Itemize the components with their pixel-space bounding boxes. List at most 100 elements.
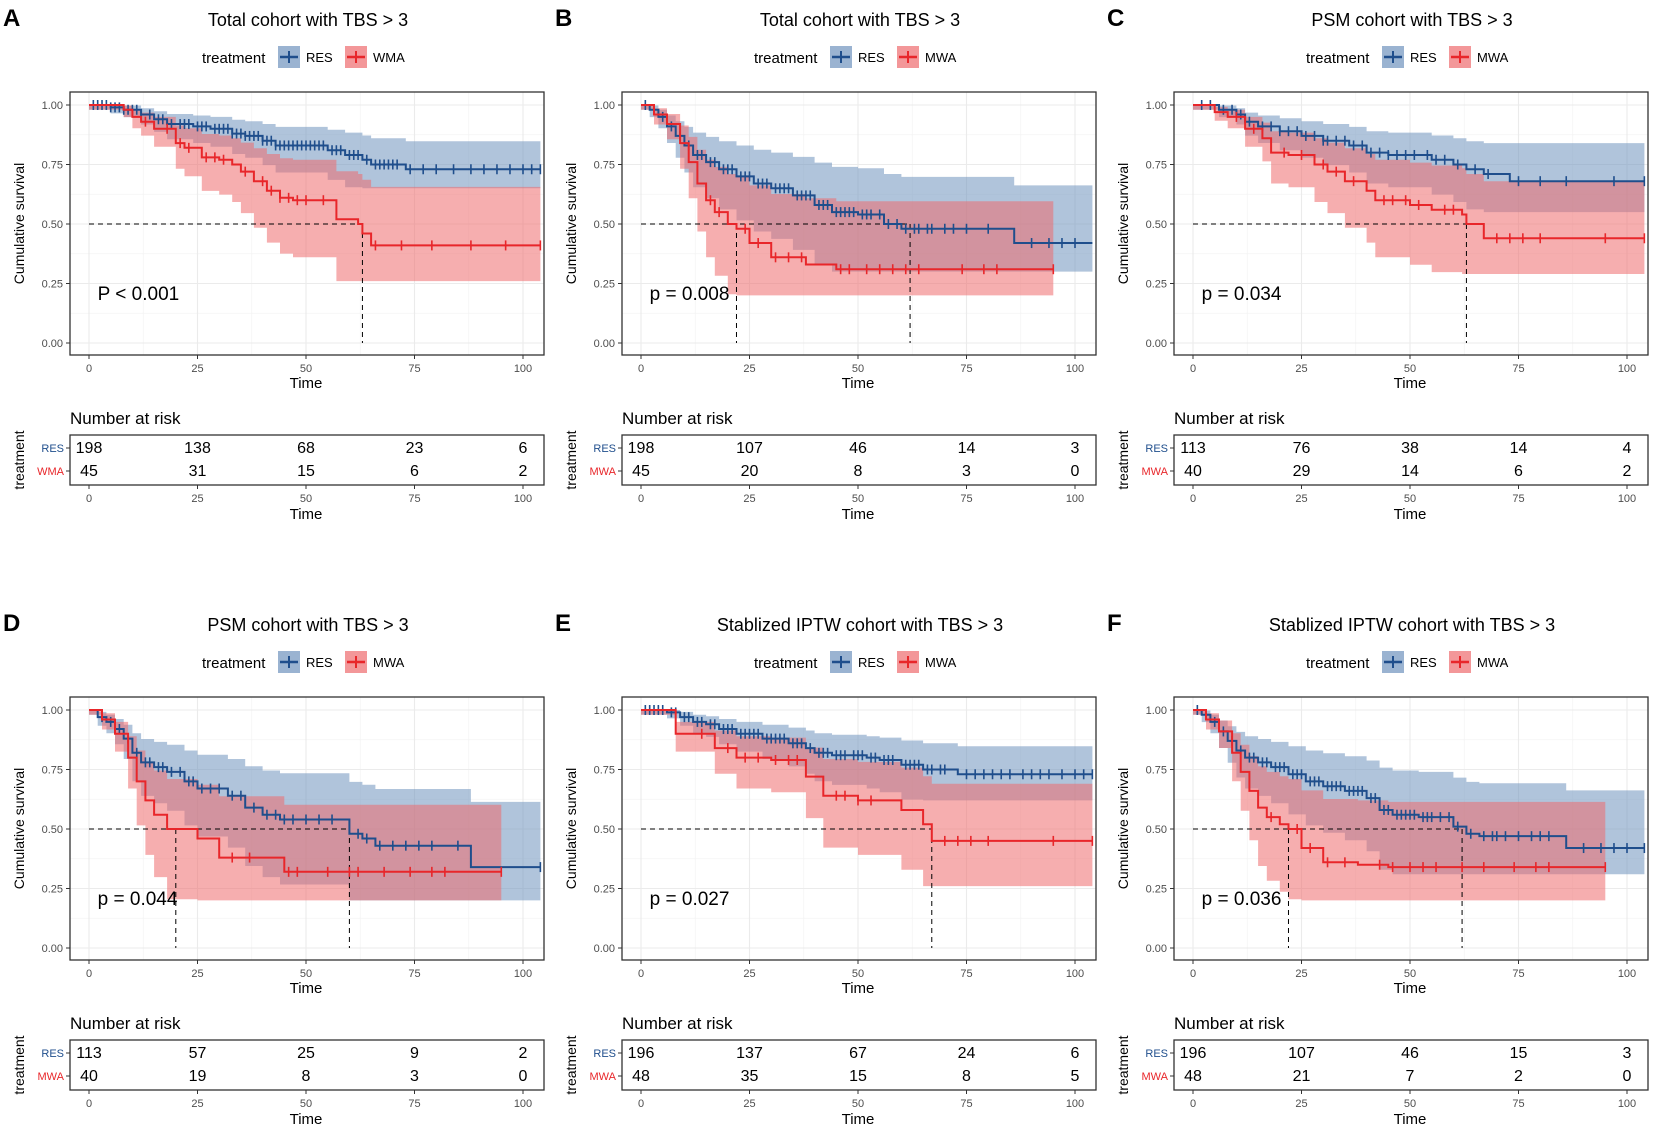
risk-x-tick-label: 75 (408, 493, 420, 505)
risk-x-axis-label: Time (1394, 506, 1427, 523)
risk-value: 24 (958, 1045, 976, 1062)
risk-value: 7 (1406, 1068, 1415, 1085)
risk-value: 2 (1514, 1068, 1523, 1085)
risk-value: 19 (189, 1068, 207, 1085)
risk-value: 15 (297, 463, 315, 480)
risk-value: 48 (1184, 1068, 1202, 1085)
risk-value: 35 (741, 1068, 759, 1085)
y-tick-label: 0.50 (42, 824, 63, 836)
risk-table-frame (621, 1039, 1097, 1091)
x-tick-label: 100 (1066, 968, 1084, 980)
legend: treatment RES MWA (1306, 46, 1509, 68)
risk-row-label-wma: WMA (37, 466, 65, 478)
risk-table-title: Number at risk (1174, 409, 1285, 428)
panel-letter: D (3, 610, 20, 637)
risk-value: 9 (410, 1045, 419, 1062)
panel-D: D PSM cohort with TBS > 3 treatment RES MWA 0… (3, 610, 545, 1128)
legend-label-res: RES (1410, 50, 1437, 65)
risk-table: Number at risk RES 196 107 46 15 3 MWA 48 21 7 2 0 0 2… (1115, 1014, 1649, 1128)
risk-table-title: Number at risk (622, 1014, 733, 1033)
risk-row-label-mwa: MWA (38, 1071, 65, 1083)
risk-x-tick-label: 100 (514, 493, 532, 505)
y-tick-label: 0.50 (1146, 219, 1167, 231)
risk-value: 196 (628, 1045, 655, 1062)
y-tick-label: 0.75 (594, 765, 615, 777)
panel-letter: E (555, 610, 571, 637)
risk-y-axis-label: treatment (1115, 430, 1131, 489)
x-tick-label: 0 (638, 363, 644, 375)
panel-E: E Stablized IPTW cohort with TBS > 3 treat… (555, 610, 1097, 1128)
survival-curve-res (641, 709, 1093, 776)
risk-row-label-res: RES (593, 1048, 616, 1060)
risk-value: 57 (189, 1045, 207, 1062)
risk-value: 6 (410, 463, 419, 480)
y-tick-label: 0.00 (594, 338, 615, 350)
x-tick-label: 50 (300, 968, 312, 980)
y-tick-label: 0.00 (42, 338, 63, 350)
risk-x-tick-label: 50 (300, 493, 312, 505)
y-tick-label: 0.75 (594, 160, 615, 172)
x-tick-label: 0 (1190, 968, 1196, 980)
risk-table-frame (1173, 1039, 1649, 1091)
risk-value: 20 (741, 463, 759, 480)
risk-value: 76 (1293, 440, 1311, 457)
chart-title: Stablized IPTW cohort with TBS > 3 (717, 615, 1003, 635)
chart-title: Total cohort with TBS > 3 (760, 10, 960, 30)
legend-label-res: RES (1410, 655, 1437, 670)
y-tick-label: 0.25 (42, 279, 63, 291)
risk-value: 68 (297, 440, 315, 457)
y-tick-label: 0.00 (42, 943, 63, 955)
risk-value: 15 (1510, 1045, 1528, 1062)
risk-value: 198 (76, 440, 103, 457)
legend-title: treatment (754, 50, 818, 67)
y-tick-label: 0.75 (1146, 765, 1167, 777)
risk-x-tick-label: 50 (300, 1098, 312, 1110)
risk-x-axis-label: Time (842, 1111, 875, 1128)
ci-band-mwa (641, 105, 1054, 296)
risk-value: 23 (406, 440, 424, 457)
x-axis-label: Time (1394, 375, 1427, 392)
risk-x-tick-label: 100 (514, 1098, 532, 1110)
risk-value: 67 (849, 1045, 867, 1062)
risk-x-axis-label: Time (290, 506, 323, 523)
panel-letter: B (555, 5, 572, 32)
chart-title: PSM cohort with TBS > 3 (1311, 10, 1512, 30)
risk-value: 113 (1180, 440, 1206, 457)
y-axis-label: Cumulative survival (563, 163, 579, 284)
x-tick-label: 100 (1618, 968, 1636, 980)
risk-y-axis-label: treatment (11, 430, 27, 489)
risk-x-tick-label: 0 (86, 493, 92, 505)
y-tick-label: 0.25 (594, 279, 615, 291)
x-tick-label: 50 (1404, 968, 1416, 980)
legend-label-mwa: MWA (1477, 50, 1509, 65)
risk-y-axis-label: treatment (1115, 1035, 1131, 1094)
risk-table: Number at risk RES 198 138 68 23 6 WMA 45 31 15 6 2 0… (11, 409, 545, 523)
y-tick-label: 1.00 (42, 100, 63, 112)
risk-x-tick-label: 0 (638, 1098, 644, 1110)
x-tick-label: 0 (638, 968, 644, 980)
x-tick-label: 75 (408, 363, 420, 375)
y-tick-label: 0.25 (1146, 279, 1167, 291)
p-value: p = 0.044 (98, 889, 178, 910)
legend-title: treatment (202, 655, 266, 672)
p-value: P < 0.001 (98, 284, 180, 305)
risk-table-title: Number at risk (70, 409, 181, 428)
risk-x-tick-label: 25 (743, 493, 755, 505)
risk-y-axis-label: treatment (563, 430, 579, 489)
risk-value: 107 (1288, 1045, 1315, 1062)
legend-label-wma: WMA (373, 50, 405, 65)
y-axis-label: Cumulative survival (11, 163, 27, 284)
risk-value: 31 (189, 463, 207, 480)
risk-value: 8 (962, 1068, 971, 1085)
legend: treatment RES WMA (202, 46, 405, 68)
legend-label-mwa: MWA (1477, 655, 1509, 670)
risk-value: 198 (628, 440, 655, 457)
survival-curve-mwa (89, 709, 502, 873)
ci-band-mwa (641, 710, 1093, 887)
risk-x-tick-label: 50 (852, 493, 864, 505)
risk-table-frame (69, 1039, 545, 1091)
risk-x-tick-label: 0 (1190, 1098, 1196, 1110)
risk-table-title: Number at risk (622, 409, 733, 428)
x-tick-label: 100 (514, 363, 532, 375)
